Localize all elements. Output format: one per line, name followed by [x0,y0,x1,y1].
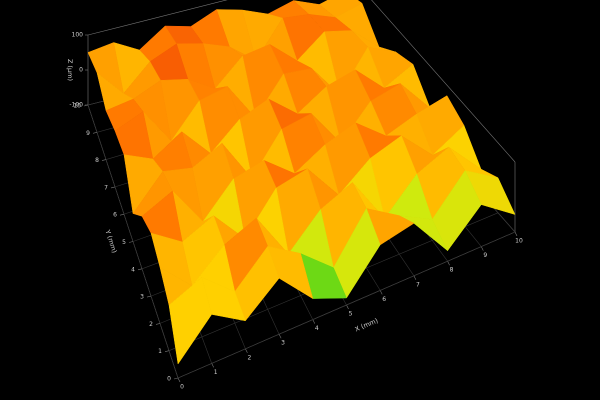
x-tick-label: 8 [450,267,454,274]
y-tick [92,132,98,134]
x-tick-label: 1 [214,369,218,376]
x-tick [278,334,282,339]
y-tick-label: 5 [122,239,126,246]
box-edge [371,0,516,163]
y-tick [110,186,116,189]
y-tick [164,350,170,352]
y-tick-label: 9 [86,130,90,137]
x-tick-label: 10 [515,238,523,245]
x-tick-label: 9 [483,252,487,259]
x-tick-label: 6 [382,296,386,303]
y-tick [128,241,134,243]
x-tick-label: 5 [349,311,353,318]
z-axis-label: Z (µm) [66,59,74,81]
x-tick [413,275,417,280]
y-tick-label: 3 [140,294,144,301]
x-tick-label: 4 [315,325,319,332]
y-tick-label: 2 [149,321,153,328]
z-tick-label: -100 [69,102,83,109]
y-tick [173,377,179,380]
x-tick-label: 0 [180,384,184,391]
box-edge [87,0,228,36]
y-tick-label: 0 [167,376,171,383]
x-tick-label: 7 [416,281,420,288]
x-tick [346,304,349,310]
x-tick [481,246,484,251]
surface-patch [168,277,212,365]
y-tick [155,323,161,325]
x-tick-label: 2 [247,354,251,361]
x-tick [312,319,316,324]
y-tick-label: 7 [104,184,108,191]
y-tick-label: 6 [113,212,117,219]
surface [87,0,516,365]
x-tick [177,377,181,383]
y-tick [137,268,143,271]
x-tick [447,261,450,266]
y-tick-label: 4 [131,266,135,273]
y-tick [146,295,152,298]
y-tick-label: 8 [95,157,99,164]
x-tick [245,348,248,353]
x-tick [514,231,518,237]
grid-line [177,231,516,379]
y-tick-label: 1 [158,348,162,355]
x-tick [379,290,383,295]
z-tick-label: 0 [79,67,83,74]
y-tick [119,213,125,216]
x-tick-label: 3 [281,340,285,347]
z-tick-label: 100 [72,32,84,39]
x-tick [211,363,214,368]
y-tick-label: 10 [73,103,81,110]
y-tick [101,159,107,161]
